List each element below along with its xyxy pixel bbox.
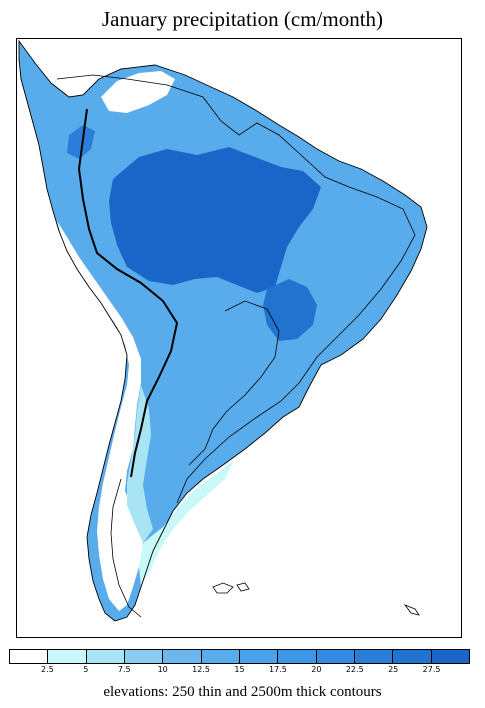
colorbar-segment: [124, 650, 164, 663]
elevation-contour-patagonia: [110, 478, 142, 618]
colorbar-segment: [10, 650, 49, 663]
amazon-wet-core: [109, 147, 321, 293]
south-georgia-island: [403, 604, 420, 616]
map-frame: [16, 38, 462, 638]
colorbar-tick-label: 20: [311, 665, 322, 674]
coast-wet-patch: [67, 125, 95, 159]
map-title: January precipitation (cm/month): [101, 7, 384, 31]
falkland-islands: [212, 582, 250, 594]
contour-caption: elevations: 250 thin and 2500m thick con…: [103, 684, 382, 700]
dry-north-patch: [101, 71, 175, 113]
colorbar-tick-label: 22.5: [345, 665, 364, 674]
precipitation-map: [18, 39, 428, 622]
dry-coastal-region: [57, 221, 143, 611]
colorbar-segment: [316, 650, 355, 663]
colorbar-tick-label: 25: [388, 665, 399, 674]
colorbar-tick-label: 15: [234, 665, 245, 674]
colorbar-segment: [201, 650, 240, 663]
colorbar-tick-label: 10: [157, 665, 168, 674]
colorbar-segment: [393, 650, 432, 663]
colorbar-tick-label: 2.5: [41, 665, 54, 674]
colorbar-segment: [354, 650, 394, 663]
colorbar-tick-label: 27.5: [422, 665, 441, 674]
colorbar-segment: [431, 650, 469, 663]
colorbar-segment: [86, 650, 125, 663]
colorbar-segment: [278, 650, 317, 663]
colorbar-tick-label: 7.5: [117, 665, 131, 674]
colorbar-segment: [163, 650, 202, 663]
elevation-contour-brazil-highlands: [188, 300, 280, 466]
transition-band-west: [127, 385, 153, 543]
elevation-contour-lowland-thin: [56, 74, 416, 504]
coastline: [18, 39, 428, 622]
colorbar-tick-label: 12.5: [192, 665, 210, 674]
east-wet-core: [263, 279, 317, 341]
colorbar-tick-label: 5: [83, 665, 89, 674]
colorbar-tick-labels: 2.5 5 7.5 10 12.5 15 17.5 20 22.5 25 27.5: [9, 664, 470, 676]
precipitation-colorbar: [9, 649, 470, 664]
transition-band-south: [139, 461, 233, 587]
colorbar-segment: [239, 650, 279, 663]
colorbar-tick-label: 17.5: [269, 665, 287, 674]
elevation-contour-andes-thick: [77, 108, 179, 478]
colorbar-segment: [48, 650, 87, 663]
